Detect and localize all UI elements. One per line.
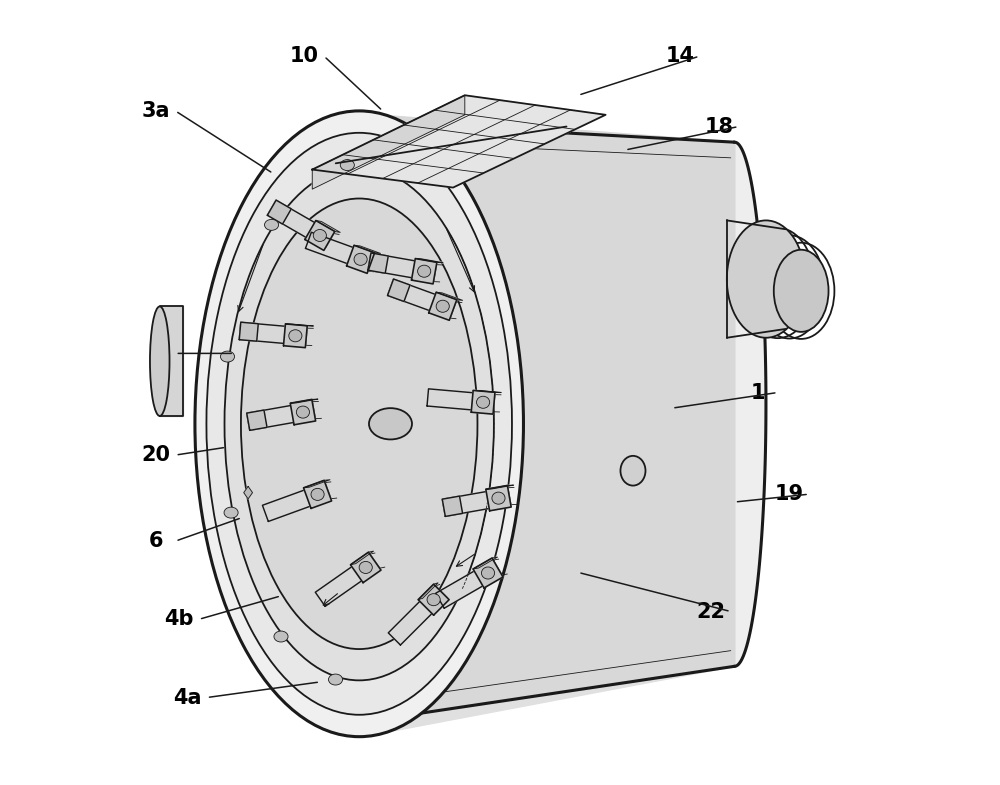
Ellipse shape	[620, 456, 645, 486]
Polygon shape	[247, 402, 315, 430]
Polygon shape	[388, 279, 456, 318]
Polygon shape	[315, 554, 380, 606]
Polygon shape	[473, 390, 501, 392]
Ellipse shape	[418, 265, 431, 277]
Polygon shape	[354, 245, 381, 254]
Polygon shape	[247, 410, 267, 430]
Polygon shape	[290, 400, 316, 425]
Text: 4a: 4a	[173, 688, 201, 707]
Polygon shape	[244, 487, 253, 499]
Ellipse shape	[220, 351, 235, 362]
Text: 10: 10	[290, 46, 319, 66]
Text: 1: 1	[751, 382, 765, 403]
Ellipse shape	[150, 306, 170, 416]
Ellipse shape	[313, 229, 326, 242]
Polygon shape	[486, 485, 511, 511]
Ellipse shape	[477, 396, 490, 408]
Ellipse shape	[225, 167, 494, 681]
Polygon shape	[305, 232, 374, 271]
Polygon shape	[284, 324, 307, 348]
Text: 22: 22	[697, 601, 726, 622]
Ellipse shape	[354, 254, 367, 265]
Polygon shape	[411, 258, 437, 284]
Ellipse shape	[492, 492, 505, 504]
Polygon shape	[267, 200, 291, 224]
Polygon shape	[436, 292, 463, 301]
Ellipse shape	[241, 199, 477, 649]
Polygon shape	[427, 389, 495, 412]
Ellipse shape	[296, 406, 310, 418]
Polygon shape	[388, 586, 447, 645]
Ellipse shape	[340, 159, 354, 170]
Polygon shape	[290, 399, 318, 403]
Polygon shape	[239, 323, 307, 345]
Text: 19: 19	[775, 484, 804, 504]
Polygon shape	[312, 95, 606, 188]
Ellipse shape	[224, 507, 238, 518]
Polygon shape	[473, 558, 503, 588]
Polygon shape	[267, 200, 334, 248]
Ellipse shape	[359, 561, 372, 574]
Polygon shape	[471, 390, 495, 414]
Ellipse shape	[481, 567, 495, 579]
Polygon shape	[262, 483, 331, 521]
Text: 3a: 3a	[142, 101, 170, 121]
Polygon shape	[473, 557, 497, 569]
Ellipse shape	[774, 250, 829, 332]
Polygon shape	[304, 480, 332, 509]
Polygon shape	[305, 221, 335, 250]
Polygon shape	[429, 292, 457, 320]
Text: 20: 20	[141, 445, 170, 465]
Ellipse shape	[727, 221, 805, 338]
Ellipse shape	[436, 300, 449, 312]
Polygon shape	[442, 496, 463, 517]
Polygon shape	[335, 120, 735, 732]
Ellipse shape	[328, 674, 343, 685]
Polygon shape	[388, 279, 410, 301]
Polygon shape	[486, 485, 514, 489]
Text: 2: 2	[149, 343, 163, 363]
Ellipse shape	[206, 133, 512, 715]
Polygon shape	[415, 258, 443, 263]
Text: 4b: 4b	[165, 609, 194, 630]
Polygon shape	[368, 253, 388, 273]
Polygon shape	[350, 552, 381, 582]
Ellipse shape	[427, 593, 440, 606]
Polygon shape	[436, 560, 502, 608]
Polygon shape	[368, 253, 436, 282]
Polygon shape	[312, 95, 465, 189]
Polygon shape	[160, 306, 183, 416]
Text: 6: 6	[149, 531, 163, 551]
Text: 18: 18	[705, 116, 734, 137]
Polygon shape	[285, 324, 313, 326]
Polygon shape	[239, 322, 258, 341]
Ellipse shape	[274, 631, 288, 642]
Polygon shape	[442, 487, 511, 517]
Polygon shape	[316, 221, 340, 232]
Polygon shape	[418, 584, 449, 615]
Ellipse shape	[289, 330, 302, 341]
Polygon shape	[326, 115, 735, 727]
Ellipse shape	[195, 111, 523, 736]
Polygon shape	[304, 480, 330, 487]
Polygon shape	[326, 115, 766, 732]
Polygon shape	[350, 551, 374, 564]
Ellipse shape	[369, 408, 412, 440]
Polygon shape	[347, 245, 375, 273]
Polygon shape	[418, 582, 438, 600]
Text: 14: 14	[665, 46, 694, 66]
Ellipse shape	[311, 488, 324, 500]
Ellipse shape	[265, 219, 279, 230]
